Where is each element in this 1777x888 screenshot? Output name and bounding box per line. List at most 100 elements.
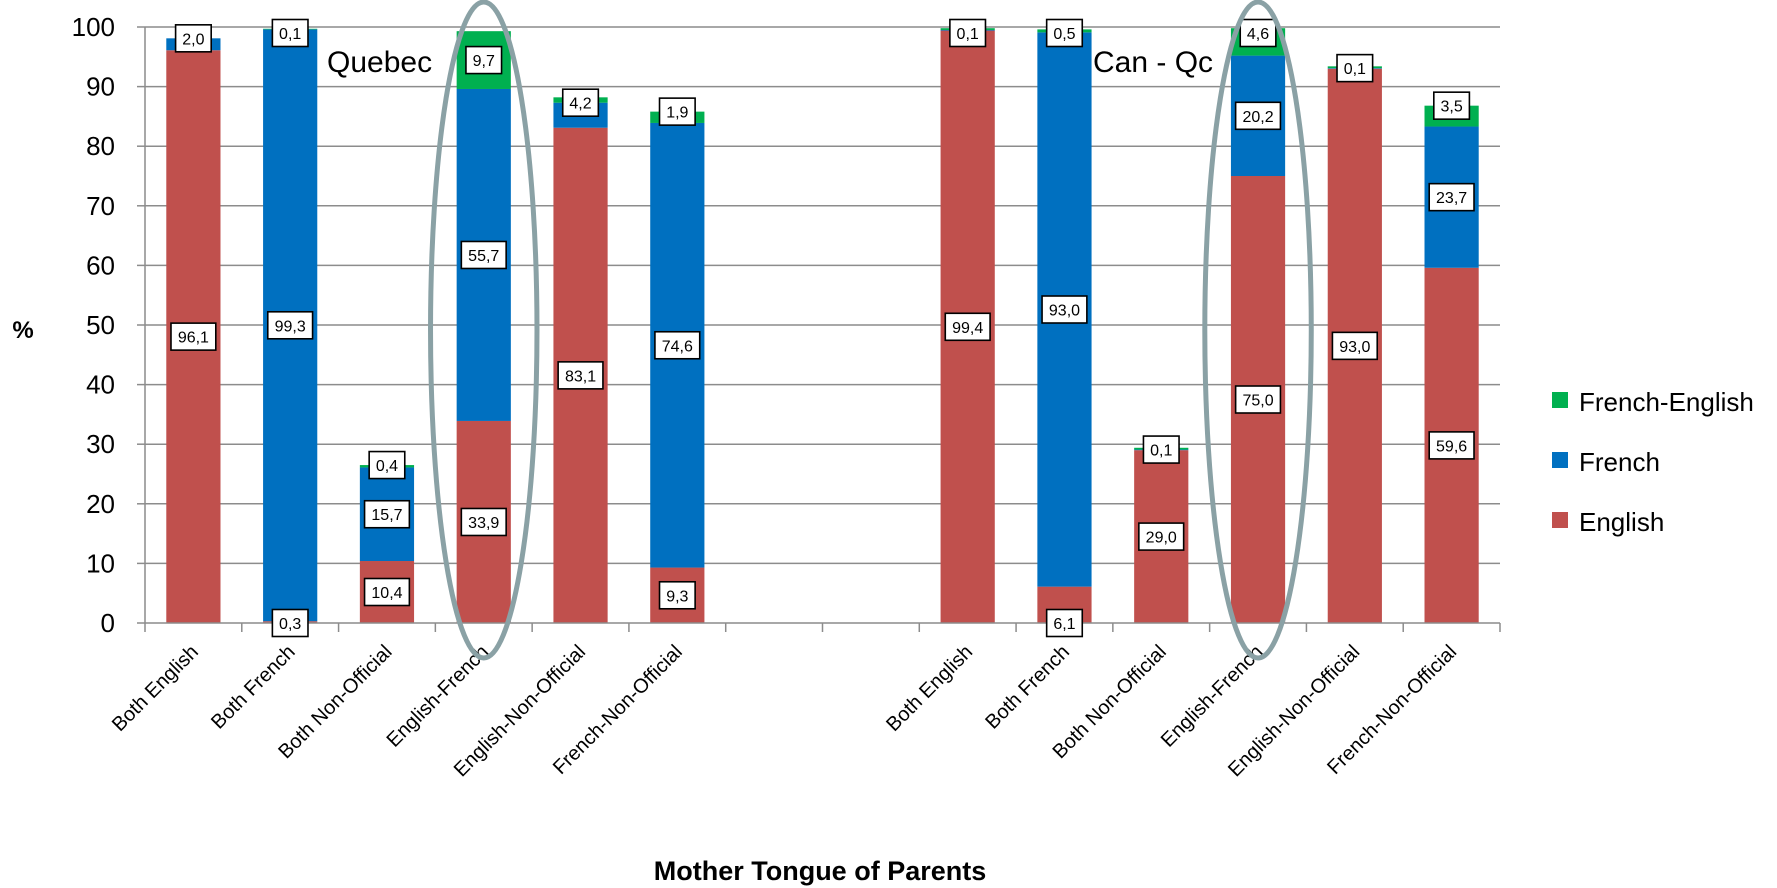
data-label-text: 0,1 (957, 26, 979, 43)
data-label-box (1239, 18, 1277, 48)
data-label-text: 20,2 (1242, 109, 1273, 126)
data-label-quebec-english-french-french-english: 9,7 (465, 45, 503, 75)
data-label-text: 33,9 (468, 515, 499, 532)
data-label-box (557, 361, 604, 390)
data-label-box (1045, 608, 1084, 638)
data-label-text: 4,2 (569, 96, 591, 113)
data-label-box (944, 312, 991, 342)
y-tick-label-90: 90 (86, 72, 115, 102)
data-label-box (1433, 91, 1471, 120)
data-label-can-qc-both-non-official-english: 29,0 (1138, 522, 1185, 551)
data-label-box (271, 18, 309, 48)
data-label-box (1428, 431, 1475, 460)
data-label-text: 96,1 (178, 330, 209, 347)
data-label-box (1331, 331, 1379, 361)
data-label-can-qc-french-non-official-french-english: 3,5 (1433, 91, 1471, 120)
data-label-quebec-both-french-french: 99,3 (266, 310, 314, 340)
data-label-box (1138, 522, 1185, 551)
data-label-box (654, 330, 701, 360)
data-label-box (1234, 385, 1282, 414)
data-label-box (363, 577, 411, 607)
data-label-box (1428, 182, 1475, 212)
data-label-text: 93,0 (1049, 303, 1080, 320)
data-label-text: 2,0 (182, 31, 204, 48)
highlight-ellipse-can-qc (1202, 0, 1314, 661)
data-label-text: 55,7 (468, 248, 499, 265)
data-label-quebec-both-french-english: 0,3 (271, 608, 309, 638)
region-label-can-qc: Can - Qc (1093, 46, 1213, 79)
data-labels: 96,1 2,0 0,3 99,3 0,1 10,4 15,7 0,4 33,9 55,7 9,7 8… (170, 18, 1475, 638)
data-label-box (1336, 53, 1374, 83)
data-label-text: 0,5 (1053, 26, 1075, 43)
data-label-quebec-both-non-official-french: 15,7 (363, 499, 411, 529)
data-label-quebec-both-english-french: 2,0 (174, 24, 212, 53)
data-label-text: 6,1 (1053, 616, 1075, 633)
y-tick-label-0: 0 (101, 608, 115, 638)
legend-swatch-french-english (1552, 392, 1568, 408)
data-label-text: 9,3 (666, 588, 688, 605)
y-tick-label-20: 20 (86, 489, 115, 519)
data-label-quebec-both-english-english: 96,1 (170, 322, 217, 351)
data-label-can-qc-english-non-official-french: 0,1 (1336, 53, 1374, 83)
legend: French-English French English (1552, 387, 1754, 537)
data-label-text: 0,1 (1150, 443, 1172, 460)
data-label-box (658, 97, 696, 126)
data-label-box (465, 45, 503, 75)
data-label-box (363, 499, 411, 529)
data-label-box (658, 580, 696, 610)
data-label-text: 0,1 (1344, 61, 1366, 78)
data-label-text: 59,6 (1436, 438, 1467, 455)
data-label-box (170, 322, 217, 351)
data-label-quebec-english-non-official-english: 83,1 (557, 361, 604, 390)
data-label-text: 99,3 (275, 318, 306, 335)
data-label-text: 3,5 (1440, 99, 1462, 116)
data-label-quebec-english-french-french: 55,7 (460, 240, 507, 270)
y-tick-label-50: 50 (86, 310, 115, 340)
data-label-text: 83,1 (565, 368, 596, 385)
data-label-box (266, 310, 314, 340)
data-label-box (1041, 295, 1088, 324)
data-label-text: 4,6 (1247, 26, 1269, 43)
highlight-ellipse-quebec (428, 0, 540, 661)
region-label-quebec: Quebec (327, 46, 432, 79)
legend-swatch-english (1552, 512, 1568, 528)
category-label-can-qc-both-english: Both English (882, 641, 977, 736)
y-tick-label-40: 40 (86, 370, 115, 400)
data-label-text: 0,1 (279, 26, 301, 43)
data-label-can-qc-english-french-french: 20,2 (1234, 101, 1282, 131)
data-label-quebec-both-french-french-english: 0,1 (271, 18, 309, 48)
y-tick-label-10: 10 (86, 548, 115, 578)
data-label-box (174, 24, 212, 53)
legend-swatch-french (1552, 452, 1568, 468)
data-label-box (460, 507, 507, 537)
data-label-box (1234, 101, 1282, 131)
data-label-box (1045, 18, 1084, 48)
data-label-box (949, 18, 987, 48)
data-label-text: 15,7 (371, 507, 402, 524)
legend-label-french-english: French-English (1579, 387, 1754, 417)
data-label-text: 1,9 (666, 105, 688, 122)
data-label-can-qc-both-english-french: 0,1 (949, 18, 987, 48)
data-label-quebec-both-non-official-english: 10,4 (363, 577, 411, 607)
category-label-quebec-both-french: Both French (207, 641, 300, 734)
category-label-can-qc-both-french: Both French (981, 641, 1074, 734)
legend-label-english: English (1579, 507, 1664, 537)
data-label-box (1142, 435, 1180, 464)
data-label-can-qc-english-french-english: 75,0 (1234, 385, 1282, 414)
data-label-quebec-both-non-official-french-english: 0,4 (368, 450, 406, 480)
data-label-text: 10,4 (371, 585, 402, 602)
data-label-quebec-french-non-official-french: 74,6 (654, 330, 701, 360)
data-label-text: 75,0 (1242, 393, 1273, 410)
y-tick-label-30: 30 (86, 429, 115, 459)
y-tick-label-60: 60 (86, 250, 115, 280)
legend-label-french: French (1579, 447, 1660, 477)
data-label-can-qc-french-non-official-english: 59,6 (1428, 431, 1475, 460)
data-label-text: 9,7 (473, 53, 495, 70)
x-axis-title: Mother Tongue of Parents (654, 856, 987, 886)
data-label-can-qc-both-french-english: 6,1 (1045, 608, 1084, 638)
data-label-can-qc-english-french-french-english: 4,6 (1239, 18, 1277, 48)
data-label-box (271, 608, 309, 638)
category-label-quebec-both-english: Both English (108, 641, 203, 736)
data-label-can-qc-both-english-english: 99,4 (944, 312, 991, 342)
data-label-text: 74,6 (662, 338, 693, 355)
